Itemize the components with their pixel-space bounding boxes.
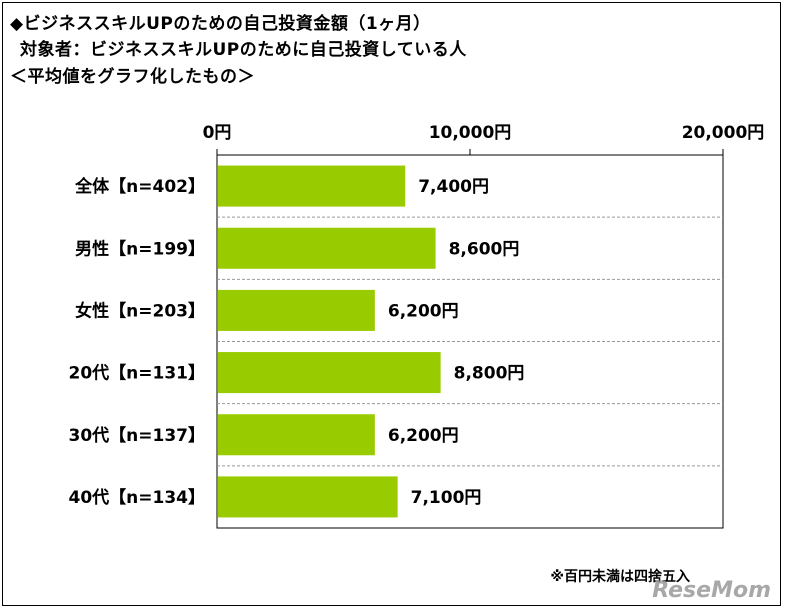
bar <box>218 289 375 331</box>
bar <box>218 227 436 269</box>
data-label: 8,800円 <box>454 364 525 384</box>
x-tick-label: 0円 <box>203 123 232 143</box>
category-label: 30代【n=137】 <box>69 425 206 446</box>
data-label: 8,600円 <box>449 239 520 259</box>
x-tick-label: 10,000円 <box>429 123 512 143</box>
chart-subtitle-target: 対象者：ビジネススキルUPのために自己投資している人 <box>20 40 467 60</box>
data-label: 6,200円 <box>388 301 459 321</box>
data-label: 6,200円 <box>388 426 459 446</box>
bar <box>218 414 375 456</box>
category-label: 女性【n=203】 <box>75 300 205 321</box>
chart-title: ◆ビジネススキルUPのための自己投資金額（1ヶ月） <box>10 14 431 34</box>
chart-subtitle-method: ＜平均値をグラフ化したもの＞ <box>10 67 255 87</box>
category-label: 40代【n=134】 <box>69 487 206 508</box>
bar <box>218 352 441 394</box>
category-label: 20代【n=131】 <box>69 363 206 384</box>
rounding-note: ※百円未満は四捨五入 <box>550 569 690 585</box>
data-label: 7,400円 <box>418 177 489 197</box>
x-tick-label: 20,000円 <box>682 123 765 143</box>
bar <box>218 165 406 207</box>
data-label: 7,100円 <box>411 488 482 508</box>
bar <box>218 476 398 518</box>
category-label: 男性【n=199】 <box>75 238 205 259</box>
resemom-logo: ReseMom <box>652 578 771 603</box>
category-label: 全体【n=402】 <box>74 176 205 197</box>
